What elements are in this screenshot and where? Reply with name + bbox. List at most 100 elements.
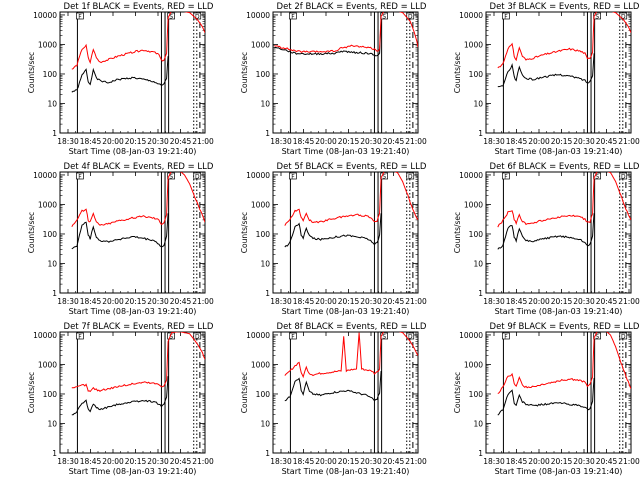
y-tick-label: 1000 — [251, 200, 270, 209]
x-tick-label: 20:30 — [147, 297, 169, 306]
x-tick-label: 20:00 — [102, 457, 124, 466]
y-axis-label: Counts/sec — [453, 372, 462, 413]
series-events-line — [497, 377, 595, 416]
x-axis-label: Start Time (08-Jan-03 19:21:40) — [69, 467, 197, 476]
flag-marker — [76, 12, 84, 20]
x-axis-label: Start Time (08-Jan-03 19:21:40) — [495, 147, 623, 156]
y-tick-label: 10000 — [246, 11, 270, 20]
series-lld-line — [71, 172, 205, 227]
plot-frame — [485, 11, 632, 134]
y-tick-label: 1000 — [251, 360, 270, 369]
y-tick-label: 10 — [260, 259, 270, 268]
x-axis-label: Start Time (08-Jan-03 19:21:40) — [282, 467, 410, 476]
x-tick-label: 18:45 — [293, 137, 315, 146]
flag-marker — [76, 172, 84, 180]
x-tick-label: 21:00 — [405, 297, 427, 306]
flag-marker-label: D — [621, 14, 626, 21]
flag-marker-label: D — [195, 334, 200, 341]
x-tick-label: 20:15 — [338, 457, 360, 466]
x-tick-label: 21:00 — [192, 137, 214, 146]
x-tick-label: 20:45 — [596, 137, 618, 146]
y-tick-label: 1 — [265, 449, 270, 458]
x-tick-label: 20:30 — [360, 457, 382, 466]
series-lld-line — [284, 332, 418, 379]
panel-title: Det 4f BLACK = Events, RED = LLD — [64, 162, 214, 172]
y-tick-label: 1 — [52, 449, 57, 458]
x-tick-label: 20:45 — [170, 137, 192, 146]
flag-marker-label: F — [504, 174, 508, 181]
y-tick-label: 1000 — [251, 40, 270, 49]
x-tick-label: 20:00 — [102, 297, 124, 306]
x-tick-label: 20:00 — [528, 137, 550, 146]
flag-marker-label: D — [408, 174, 413, 181]
x-tick-label: 18:45 — [293, 457, 315, 466]
x-tick-label: 20:45 — [383, 137, 405, 146]
x-tick-label: 21:00 — [192, 297, 214, 306]
flag-marker — [593, 172, 601, 180]
x-tick-label: 20:30 — [573, 137, 595, 146]
flag-marker — [502, 172, 510, 180]
y-axis-label: Counts/sec — [27, 212, 36, 253]
x-tick-label: 21:00 — [405, 457, 427, 466]
y-axis-label: Counts/sec — [240, 52, 249, 93]
y-tick-label: 10 — [47, 99, 57, 108]
x-tick-label: 18:30 — [483, 297, 505, 306]
x-tick-label: 20:30 — [573, 457, 595, 466]
flag-marker-label: S — [169, 334, 173, 341]
series-lld-line — [274, 12, 418, 54]
panel-1: Det 1f BLACK = Events, RED = LLD 1 10 100 10… — [27, 2, 214, 156]
y-axis-label: Counts/sec — [453, 52, 462, 93]
x-tick-label: 18:30 — [483, 457, 505, 466]
y-tick-label: 1000 — [38, 40, 57, 49]
y-tick-label: 10 — [47, 419, 57, 428]
flag-marker-label: F — [78, 334, 82, 341]
x-tick-label: 20:15 — [551, 137, 573, 146]
series-events-line — [497, 213, 595, 250]
y-tick-label: 10000 — [246, 171, 270, 180]
plot-frame — [59, 331, 206, 454]
y-axis-label: Counts/sec — [453, 212, 462, 253]
y-tick-label: 10 — [473, 259, 483, 268]
x-tick-label: 20:45 — [383, 297, 405, 306]
y-tick-label: 1 — [52, 289, 57, 298]
x-tick-label: 20:30 — [360, 137, 382, 146]
flag-marker — [76, 332, 84, 340]
x-tick-label: 20:00 — [528, 457, 550, 466]
flag-marker-label: S — [382, 14, 386, 21]
flag-marker-label: F — [504, 14, 508, 21]
x-tick-label: 18:45 — [80, 297, 102, 306]
flag-marker-label: F — [78, 14, 82, 21]
y-tick-label: 1 — [478, 129, 483, 138]
x-tick-label: 20:15 — [338, 137, 360, 146]
y-axis-label: Counts/sec — [27, 372, 36, 413]
flag-marker — [380, 332, 388, 340]
x-tick-label: 20:15 — [551, 457, 573, 466]
x-tick-label: 18:30 — [270, 137, 292, 146]
flag-marker — [289, 12, 297, 20]
x-tick-label: 18:45 — [506, 457, 528, 466]
flag-marker — [380, 12, 388, 20]
flag-marker-label: F — [291, 14, 295, 21]
series-events-line — [71, 213, 169, 250]
flag-marker-label: D — [621, 174, 626, 181]
flag-marker-label: S — [169, 14, 173, 21]
y-axis-label: Counts/sec — [240, 212, 249, 253]
flag-marker-label: F — [291, 174, 295, 181]
series-lld-line — [497, 172, 631, 228]
flag-marker-label: S — [595, 14, 599, 21]
x-tick-label: 18:30 — [483, 137, 505, 146]
x-axis-label: Start Time (08-Jan-03 19:21:40) — [495, 467, 623, 476]
panel-7: Det 7f BLACK = Events, RED = LLD 1 10 100 10… — [27, 322, 214, 476]
flag-marker — [619, 332, 628, 340]
flag-marker — [193, 332, 202, 340]
x-tick-label: 20:45 — [596, 297, 618, 306]
y-tick-label: 1 — [265, 289, 270, 298]
plot-frame — [485, 331, 632, 454]
series-events-line — [71, 376, 169, 416]
panel-6: Det 6f BLACK = Events, RED = LLD 1 10 100 10… — [453, 162, 640, 316]
flag-marker — [289, 332, 297, 340]
panel-9: Det 9f BLACK = Events, RED = LLD 1 10 100 10… — [453, 322, 640, 476]
x-tick-label: 20:00 — [315, 457, 337, 466]
x-tick-label: 18:45 — [293, 297, 315, 306]
y-tick-label: 10 — [47, 259, 57, 268]
